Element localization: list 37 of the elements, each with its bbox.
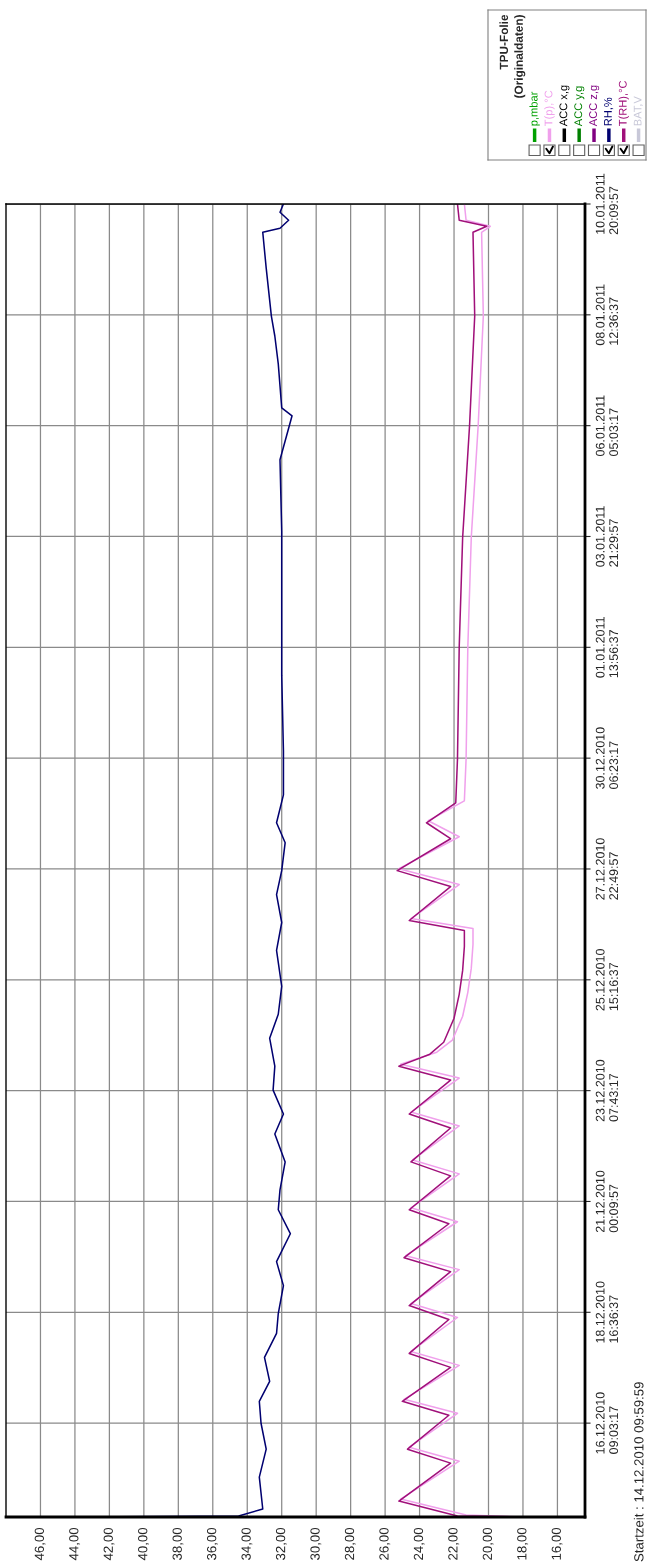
y-tick-label: 27.12.2010 22:49:57 — [595, 838, 619, 900]
y-tick-label: 01.01.2011 13:56:37 — [595, 617, 619, 678]
y-tick-label: 23.12.2010 07:43:17 — [595, 1059, 619, 1122]
legend-label: ACC x,g — [559, 85, 570, 127]
x-tick-label: 30,00 — [310, 1527, 322, 1560]
x-tick-label: 18,00 — [517, 1527, 529, 1560]
x-tick-label: 16,00 — [551, 1527, 563, 1560]
x-tick-label: 26,00 — [379, 1527, 391, 1560]
text: RH,% — [604, 97, 614, 126]
x-tick-label: 34,00 — [241, 1527, 253, 1560]
y-tick-label: 25.12.2010 15:16:37 — [595, 949, 619, 1011]
legend-title: TPU-Folie (Originaldaten) — [499, 14, 526, 98]
y-tick-label: 16.12.2010 09:03:17 — [595, 1392, 619, 1454]
text: T(RH),°C — [618, 80, 629, 126]
x-tick-label: 42,00 — [103, 1527, 115, 1561]
x-tick-label: 38,00 — [172, 1527, 184, 1560]
x-tick-label: 28,00 — [344, 1527, 356, 1560]
y-tick-label: 08.01.2011 12:36:37 — [595, 284, 619, 346]
y-tick-label: 03.01.2011 21:29:57 — [595, 506, 619, 567]
legend-label: ACC z,g — [589, 85, 600, 127]
text: T(p),°C — [544, 90, 555, 126]
legend-label: p,mbar — [529, 91, 540, 126]
x-tick-label: 32,00 — [275, 1527, 287, 1560]
x-tick-label: 22,00 — [448, 1527, 460, 1560]
y-tick-label: 18.12.2010 16:36:37 — [595, 1281, 619, 1343]
y-tick-label: 30.12.2010 06:23:17 — [595, 727, 619, 789]
text: Startzeit : 14.12.2010 09:59:59 — [633, 1382, 644, 1562]
x-tick-label: 40,00 — [138, 1527, 149, 1561]
x-tick-label: 46,00 — [34, 1527, 46, 1561]
x-tick-label: 20,00 — [482, 1527, 494, 1560]
x-tick-label: 44,00 — [69, 1527, 81, 1561]
legend-label: ACC y,g — [574, 86, 585, 127]
y-tick-label: 10.01.2011 20:09:57 — [595, 173, 619, 235]
y-tick-label: 21.12.2010 00:09:57 — [595, 1170, 619, 1233]
x-tick-label: 24,00 — [413, 1527, 425, 1560]
x-tick-label: 36,00 — [206, 1527, 218, 1560]
y-tick-label: 06.01.2011 05:03:17 — [595, 395, 619, 456]
